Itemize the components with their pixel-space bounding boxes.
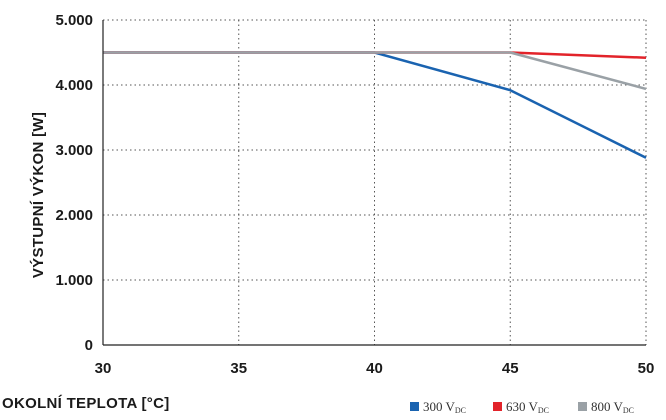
series-line-2 xyxy=(103,51,647,91)
y-tick-label: 0 xyxy=(85,337,93,354)
legend-swatch xyxy=(410,402,419,411)
y-tick-label: 4.000 xyxy=(55,77,93,94)
tick-labels: 0 1.000 2.000 3.000 4.000 5.000 30 35 40 45 50 xyxy=(55,12,654,377)
y-axis-title: VÝSTUPNÍ VÝKON [W] xyxy=(29,112,47,278)
legend-item: 630 VDC xyxy=(493,399,549,415)
y-tick-label: 5.000 xyxy=(55,12,93,29)
legend-swatch xyxy=(493,402,502,411)
y-tick-label: 3.000 xyxy=(55,142,93,159)
grid xyxy=(103,19,647,345)
y-tick-label: 2.000 xyxy=(55,207,93,224)
x-axis-title: OKOLNÍ TEPLOTA [°C] xyxy=(2,395,170,412)
legend-swatch xyxy=(578,402,587,411)
legend: 300 VDC 630 VDC 800 VDC xyxy=(410,399,634,415)
legend-label: 800 VDC xyxy=(591,399,634,415)
axes xyxy=(102,20,646,346)
y-tick-label: 1.000 xyxy=(55,272,93,289)
x-tick-label: 30 xyxy=(95,360,112,377)
legend-label: 300 VDC xyxy=(423,399,466,415)
series-lines xyxy=(103,51,647,159)
legend-item: 800 VDC xyxy=(578,399,634,415)
legend-label: 630 VDC xyxy=(506,399,549,415)
x-tick-label: 40 xyxy=(366,360,383,377)
legend-item: 300 VDC xyxy=(410,399,466,415)
x-tick-label: 45 xyxy=(502,360,519,377)
x-tick-label: 35 xyxy=(230,360,247,377)
x-tick-label: 50 xyxy=(638,360,655,377)
